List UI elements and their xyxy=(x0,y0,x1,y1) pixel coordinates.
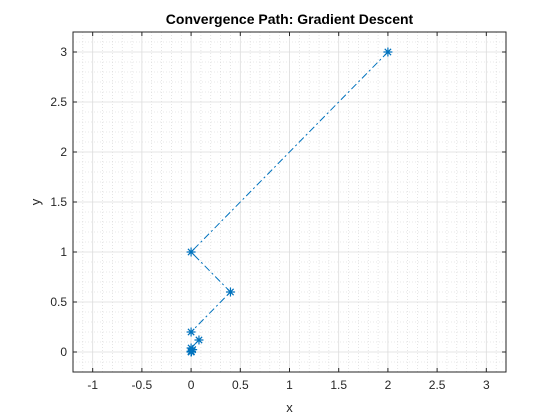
y-tick-label: 2.5 xyxy=(50,95,67,109)
y-tick-label: 0.5 xyxy=(50,295,67,309)
data-point-marker xyxy=(186,247,196,257)
x-tick-label: 1 xyxy=(286,378,293,392)
y-tick-label: 3 xyxy=(60,45,67,59)
data-point-marker xyxy=(186,347,196,357)
y-axis-label: y xyxy=(28,198,43,205)
y-tick-labels: 0 0.5 1 1.5 2 2.5 3 xyxy=(50,45,67,359)
data-point-marker xyxy=(194,335,204,345)
data-point-marker xyxy=(383,47,393,57)
x-axis-label: x xyxy=(286,400,293,415)
x-tick-label: 0 xyxy=(188,378,195,392)
x-tick-label: 2.5 xyxy=(429,378,446,392)
x-tick-label: -0.5 xyxy=(132,378,153,392)
x-tick-label: 0.5 xyxy=(232,378,249,392)
y-tick-label: 0 xyxy=(60,345,67,359)
x-tick-label: 3 xyxy=(483,378,490,392)
data-point-marker xyxy=(225,287,235,297)
series-layer xyxy=(186,47,393,357)
chart-title: Convergence Path: Gradient Descent xyxy=(166,11,414,27)
y-tick-label: 1 xyxy=(60,245,67,259)
y-tick-label: 2 xyxy=(60,145,67,159)
x-tick-label: 2 xyxy=(385,378,392,392)
ticks xyxy=(73,32,506,372)
x-tick-labels: -1 -0.5 0 0.5 1 1.5 2 2.5 3 xyxy=(87,378,490,392)
y-tick-label: 1.5 xyxy=(50,195,67,209)
x-tick-label: -1 xyxy=(87,378,98,392)
x-tick-label: 1.5 xyxy=(330,378,347,392)
data-point-marker xyxy=(186,327,196,337)
